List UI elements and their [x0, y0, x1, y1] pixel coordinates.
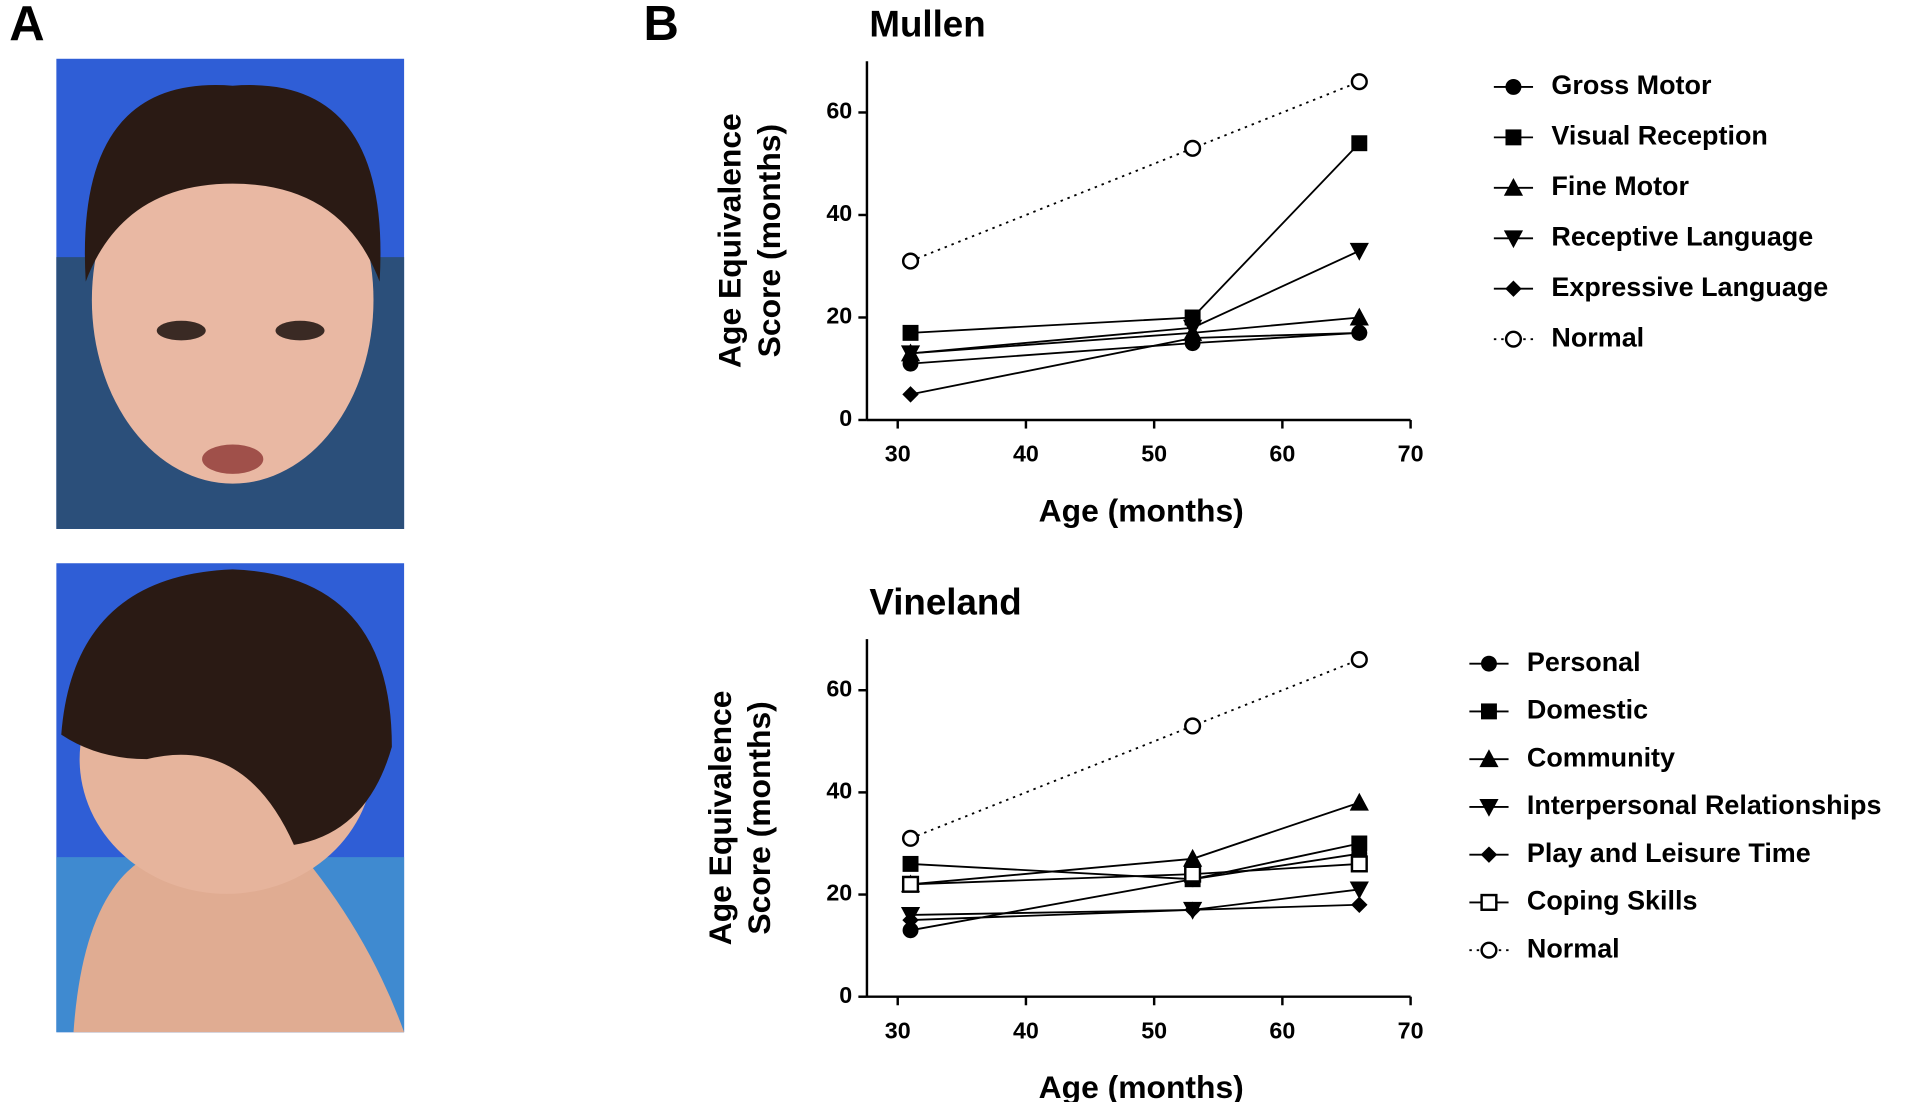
x-tick-label: 40 [1013, 441, 1039, 467]
chart-title: Vineland [869, 582, 1021, 623]
marker [901, 875, 920, 893]
series-line [910, 80, 1360, 262]
x-tick-label: 50 [1141, 441, 1167, 467]
series-line [910, 658, 1360, 840]
marker [1350, 855, 1368, 873]
legend-label: Normal [1551, 322, 1644, 352]
x-axis-label: Age (months) [1039, 1069, 1244, 1102]
legend-marker [1481, 703, 1497, 720]
x-tick-label: 70 [1398, 1017, 1424, 1043]
y-axis-label: Score (months) [741, 701, 777, 934]
marker [902, 324, 919, 341]
marker [900, 345, 921, 364]
marker [1349, 881, 1369, 900]
marker [901, 829, 920, 847]
marker [1183, 848, 1203, 867]
y-tick-label: 40 [826, 778, 852, 804]
marker [1350, 73, 1368, 91]
y-tick-label: 60 [826, 98, 852, 124]
marker [902, 911, 919, 929]
legend-label: Visual Reception [1551, 120, 1767, 150]
y-tick-label: 60 [826, 675, 852, 701]
marker [1184, 139, 1202, 157]
legend-marker [1503, 177, 1524, 196]
legend-label: Expressive Language [1551, 272, 1828, 302]
marker [1184, 901, 1201, 919]
legend-label: Gross Motor [1551, 70, 1712, 100]
legend-marker [1481, 655, 1497, 672]
x-tick-label: 30 [885, 441, 911, 467]
y-tick-label: 0 [839, 405, 852, 431]
legend-marker [1503, 230, 1524, 249]
marker [902, 386, 919, 403]
x-tick-label: 40 [1013, 1017, 1039, 1043]
legend-label: Fine Motor [1551, 171, 1689, 201]
chart-title: Mullen [869, 4, 985, 45]
marker [1184, 865, 1202, 883]
y-tick-label: 20 [826, 880, 852, 906]
legend-marker [1504, 330, 1523, 348]
legend-label: Coping Skills [1527, 886, 1698, 916]
legend-marker [1480, 941, 1498, 959]
y-tick-label: 40 [826, 200, 852, 226]
legend-label: Interpersonal Relationships [1527, 790, 1882, 820]
photo-front [56, 58, 405, 529]
marker [1349, 792, 1369, 811]
photo-profile [56, 563, 405, 1033]
legend-label: Normal [1527, 933, 1620, 963]
series-line [910, 842, 1360, 881]
y-tick-label: 20 [826, 303, 852, 329]
x-tick-label: 60 [1269, 1017, 1295, 1043]
series-line [910, 801, 1360, 886]
legend-marker [1480, 893, 1498, 911]
x-axis-label: Age (months) [1039, 492, 1244, 528]
x-tick-label: 70 [1398, 441, 1424, 467]
marker [1184, 717, 1202, 735]
x-tick-label: 60 [1269, 441, 1295, 467]
legend-marker [1505, 78, 1522, 95]
marker [1351, 896, 1368, 913]
marker [1349, 307, 1369, 326]
series-line [910, 331, 1360, 396]
panel-label: A [9, 0, 44, 51]
x-tick-label: 50 [1141, 1017, 1167, 1043]
panel-label: B [644, 0, 679, 51]
legend-label: Personal [1527, 647, 1641, 677]
marker [902, 855, 919, 872]
marker [1349, 242, 1369, 261]
y-tick-label: 0 [839, 982, 852, 1008]
series-line [910, 852, 1360, 932]
legend-marker [1505, 280, 1522, 297]
marker [1183, 319, 1203, 338]
series-line [910, 903, 1360, 922]
marker [1351, 135, 1368, 152]
legend-label: Community [1527, 742, 1675, 772]
marker [901, 252, 920, 270]
series-line [910, 250, 1360, 355]
marker [1351, 324, 1368, 342]
legend-marker [1480, 846, 1498, 863]
legend-marker [1479, 749, 1499, 768]
legend-label: Domestic [1527, 695, 1648, 725]
y-axis-label: Age Equivalence [702, 691, 738, 946]
legend-marker [1505, 129, 1522, 146]
legend-label: Play and Leisure Time [1527, 838, 1811, 868]
legend-label: Receptive Language [1551, 221, 1813, 251]
marker [1184, 329, 1201, 347]
x-tick-label: 30 [885, 1017, 911, 1043]
marker [1351, 835, 1368, 852]
y-axis-label: Age Equivalence [712, 113, 748, 368]
marker [1350, 651, 1368, 669]
legend-marker [1479, 798, 1499, 817]
y-axis-label: Score (months) [751, 124, 787, 357]
series-line [910, 142, 1360, 334]
